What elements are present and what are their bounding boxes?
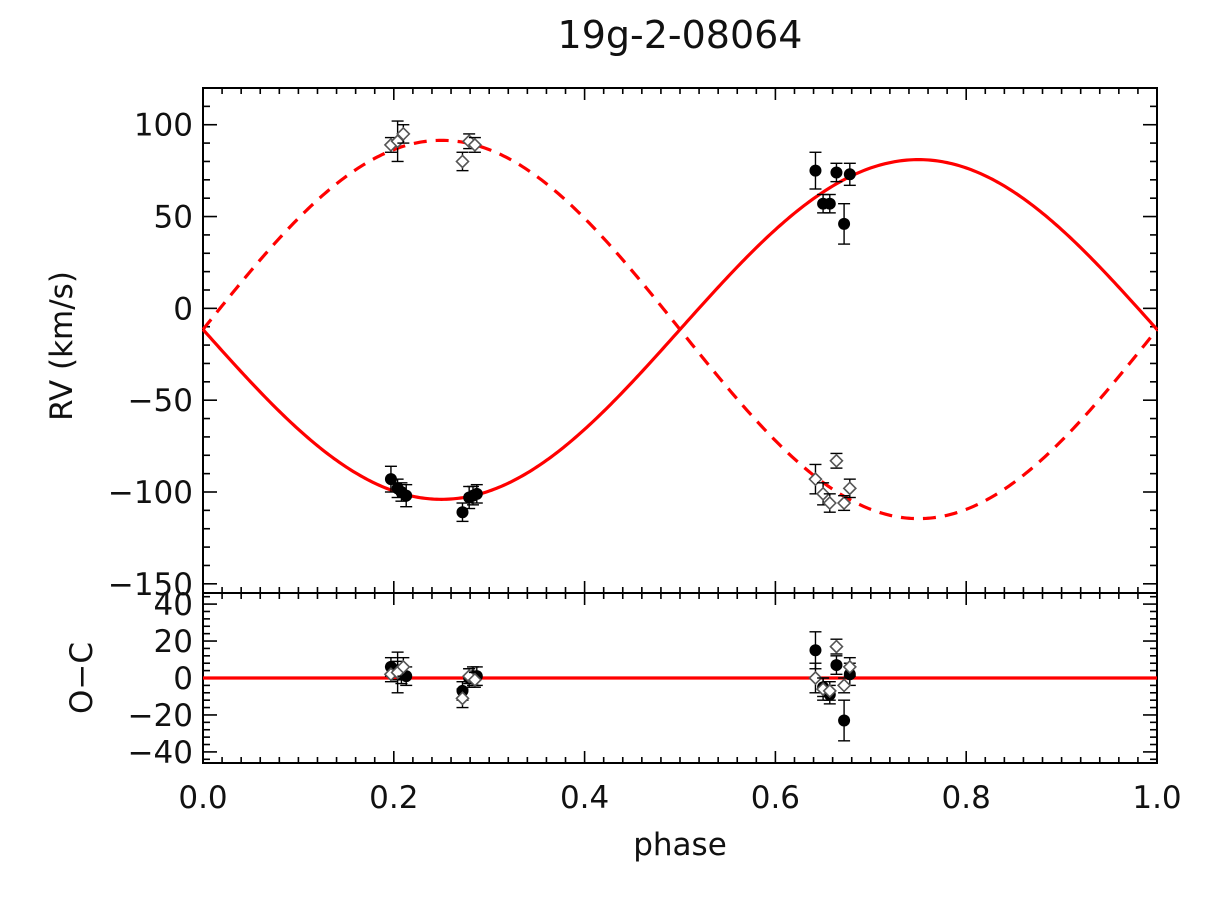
- residuals-y-tick-label: −20: [128, 698, 193, 734]
- data-point: [822, 495, 837, 511]
- secondary-fit-curve: [201, 138, 1159, 521]
- data-point: [467, 672, 483, 687]
- data-point: [838, 714, 851, 727]
- data-point: [829, 639, 844, 654]
- data-point: [467, 137, 483, 153]
- data-point: [822, 683, 837, 699]
- x-tick-label: 0.8: [942, 780, 991, 816]
- data-point: [400, 489, 413, 502]
- x-tick-label: 0.6: [751, 780, 800, 816]
- rv-y-tick-label: 0: [173, 291, 193, 327]
- rv-y-tick-label: −100: [108, 475, 193, 511]
- rv-y-tick-label: 50: [154, 200, 193, 236]
- data-point: [823, 197, 836, 210]
- residuals-y-tick-label: 0: [173, 661, 193, 697]
- data-point: [815, 486, 831, 501]
- residuals-y-tick-label: 40: [154, 587, 193, 623]
- rv-y-tick-label: −150: [108, 567, 193, 603]
- data-point: [384, 473, 397, 486]
- primary-residuals-series: [384, 631, 856, 742]
- x-tick-labels: 0.0 0.2 0.4 0.6 0.8 1.0: [178, 780, 1181, 816]
- rv-y-tick-label: 100: [134, 108, 193, 144]
- data-point: [809, 164, 822, 177]
- x-axis-label: phase: [633, 827, 727, 863]
- rv-y-tick-label: −50: [128, 383, 193, 419]
- data-point: [838, 217, 851, 230]
- data-point: [455, 691, 470, 706]
- data-point: [829, 453, 844, 468]
- data-point: [396, 126, 411, 142]
- data-point: [836, 678, 852, 693]
- data-point: [843, 168, 856, 181]
- x-tick-label: 0.0: [178, 780, 227, 816]
- residuals-y-tick-label: −40: [128, 735, 193, 771]
- residual-y-axis-label: O−C: [64, 642, 100, 714]
- data-point: [396, 659, 411, 675]
- secondary-series: [383, 120, 857, 513]
- data-point: [830, 659, 843, 672]
- rv-frame: [202, 87, 1158, 594]
- data-point: [842, 481, 857, 496]
- rv-y-axis-label: RV (km/s): [44, 271, 80, 421]
- data-point: [809, 644, 822, 657]
- data-point: [836, 495, 852, 511]
- data-point: [842, 659, 857, 675]
- data-point: [455, 154, 470, 169]
- data-point: [830, 166, 843, 179]
- primary-series: [384, 151, 856, 523]
- residuals-y-tick-label: 20: [154, 624, 193, 660]
- data-point: [470, 487, 483, 500]
- x-tick-label: 1.0: [1132, 780, 1181, 816]
- x-tick-label: 0.2: [369, 780, 418, 816]
- chart-title: 19g-2-08064: [558, 13, 803, 57]
- rv-panel: 100 50 0 −50 −100 −150: [108, 87, 1159, 603]
- data-point: [808, 670, 823, 686]
- secondary-residuals-series: [383, 638, 857, 709]
- x-tick-label: 0.4: [560, 780, 609, 816]
